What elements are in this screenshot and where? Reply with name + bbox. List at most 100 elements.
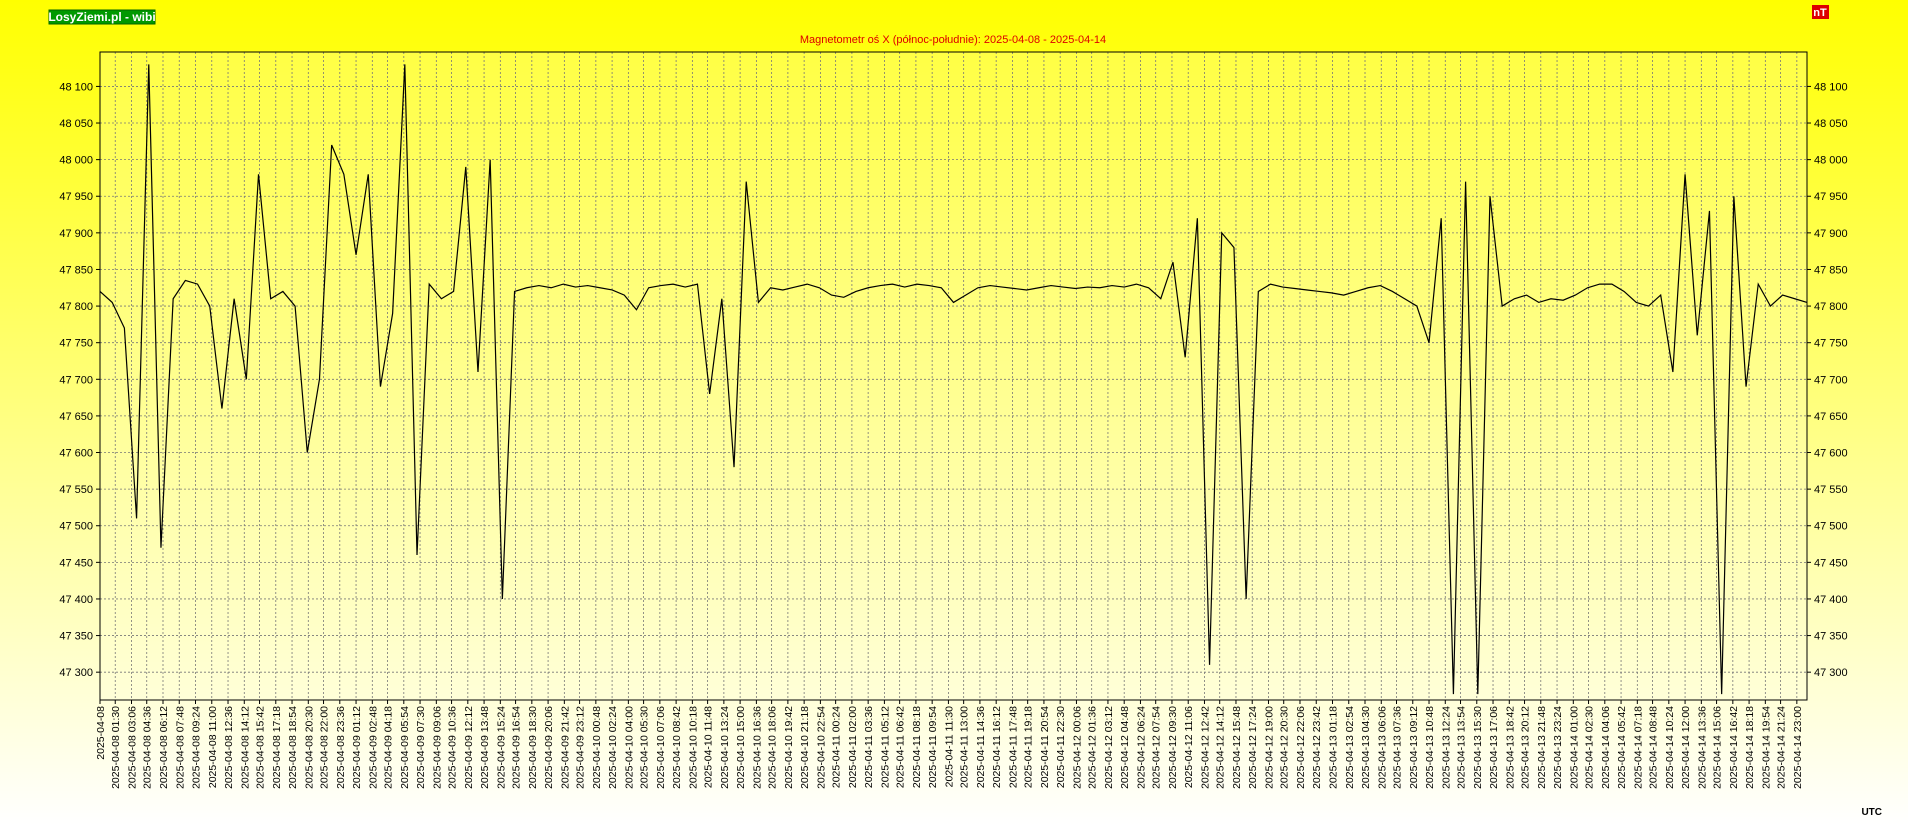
y2-tick-label: 47 550 — [1814, 484, 1848, 496]
x-tick-label: 2025-04-10 07:06 — [655, 706, 667, 789]
x-tick-label: 2025-04-12 22:06 — [1295, 706, 1307, 789]
x-tick-label: 2025-04-14 18:18 — [1744, 706, 1756, 789]
x-tick-label: 2025-04-11 05:12 — [879, 706, 891, 788]
x-tick-label: 2025-04-10 21:18 — [799, 706, 811, 789]
y2-tick-label: 47 700 — [1814, 374, 1848, 386]
x-tick-label: 2025-04-10 15:00 — [735, 706, 747, 789]
y-tick-label: 47 550 — [59, 484, 93, 496]
x-tick-label: 2025-04-10 05:30 — [639, 706, 651, 789]
x-tick-label: 2025-04-13 01:18 — [1327, 706, 1339, 789]
x-tick-label: 2025-04-10 11:48 — [703, 706, 715, 788]
y2-tick-label: 47 950 — [1814, 191, 1848, 203]
chart-title: Magnetometr oś X (północ-południe): 2025… — [800, 34, 1106, 46]
y2-tick-label: 48 100 — [1814, 81, 1848, 93]
x-tick-label: 2025-04-09 12:12 — [463, 706, 475, 789]
x-tick-label: 2025-04-14 07:18 — [1632, 706, 1644, 789]
x-tick-label: 2025-04-09 16:54 — [511, 706, 523, 789]
x-tick-label: 2025-04-08 03:06 — [126, 706, 138, 789]
x-tick-label: 2025-04-10 19:42 — [783, 706, 795, 789]
x-tick-label: 2025-04-11 03:36 — [863, 706, 875, 788]
x-tick-label: 2025-04-10 04:00 — [623, 706, 635, 789]
x-tick-label: 2025-04-09 05:54 — [399, 706, 411, 789]
y-tick-label: 47 850 — [59, 264, 93, 276]
data-line — [99, 64, 1808, 695]
time-zone: UTC — [1861, 807, 1882, 818]
y-tick-label: 47 350 — [59, 631, 93, 643]
x-tick-label: 2025-04-09 13:48 — [479, 706, 491, 789]
x-tick-label: 2025-04-08 11:00 — [207, 706, 219, 788]
y-tick-label: 48 100 — [59, 81, 93, 93]
y-tick-label: 47 900 — [59, 228, 93, 240]
x-tick-label: 2025-04-08 20:30 — [303, 706, 315, 789]
y2-tick-label: 47 450 — [1814, 557, 1848, 569]
x-tick-label: 2025-04-13 23:24 — [1552, 706, 1564, 789]
x-tick-label: 2025-04-08 12:36 — [223, 706, 235, 789]
y2-tick-label: 47 650 — [1814, 411, 1848, 423]
x-tick-label: 2025-04-11 17:48 — [1007, 706, 1019, 788]
plot-frame — [99, 51, 1808, 701]
x-tick-label: 2025-04-11 13:00 — [959, 706, 971, 788]
x-tick-label: 2025-04-13 17:06 — [1488, 706, 1500, 789]
x-tick-label: 2025-04-08 — [95, 706, 107, 760]
x-tick-label: 2025-04-13 06:06 — [1376, 706, 1388, 789]
y-tick-label: 47 950 — [59, 191, 93, 203]
x-tick-label: 2025-04-13 02:54 — [1344, 706, 1356, 789]
y-tick-label: 47 400 — [59, 594, 93, 606]
y2-tick-label: 47 400 — [1814, 594, 1848, 606]
x-tick-label: 2025-04-11 14:36 — [975, 706, 987, 788]
x-tick-label: 2025-04-13 07:36 — [1392, 706, 1404, 789]
x-tick-label: 2025-04-14 19:54 — [1760, 706, 1772, 789]
x-tick-label: 2025-04-10 00:48 — [591, 706, 603, 789]
x-tick-label: 2025-04-08 23:36 — [335, 706, 347, 789]
x-tick-label: 2025-04-14 16:42 — [1728, 706, 1740, 789]
y-tick-label: 48 000 — [59, 155, 93, 167]
x-tick-label: 2025-04-08 22:00 — [319, 706, 331, 789]
x-tick-label: 2025-04-09 18:30 — [527, 706, 539, 789]
x-tick-label: 2025-04-09 04:18 — [383, 706, 395, 789]
y-tick-label: 47 300 — [59, 667, 93, 679]
y-tick-label: 47 600 — [59, 448, 93, 460]
x-tick-label: 2025-04-11 02:00 — [847, 706, 859, 788]
x-tick-label: 2025-04-11 11:30 — [943, 706, 955, 788]
x-tick-label: 2025-04-12 23:42 — [1311, 706, 1323, 789]
x-tick-label: 2025-04-09 21:42 — [559, 706, 571, 789]
x-tick-label: 2025-04-12 17:24 — [1247, 706, 1259, 789]
x-tick-label: 2025-04-09 23:12 — [575, 706, 587, 789]
x-tick-label: 2025-04-08 14:12 — [239, 706, 251, 789]
y-tick-label: 47 650 — [59, 411, 93, 423]
x-tick-label: 2025-04-12 06:24 — [1135, 706, 1147, 789]
x-tick-label: 2025-04-09 20:06 — [543, 706, 555, 789]
x-tick-label: 2025-04-08 07:48 — [174, 706, 186, 789]
x-tick-label: 2025-04-10 16:36 — [751, 706, 763, 789]
x-tick-label: 2025-04-11 06:42 — [895, 706, 907, 788]
x-tick-label: 2025-04-08 18:54 — [287, 706, 299, 789]
x-tick-label: 2025-04-14 08:48 — [1648, 706, 1660, 789]
x-tick-label: 2025-04-14 21:24 — [1776, 706, 1788, 789]
x-tick-label: 2025-04-11 20:54 — [1039, 706, 1051, 788]
x-tick-label: 2025-04-12 14:12 — [1215, 706, 1227, 789]
x-tick-label: 2025-04-12 03:12 — [1103, 706, 1115, 789]
x-tick-label: 2025-04-10 10:18 — [687, 706, 699, 789]
x-tick-label: 2025-04-14 04:06 — [1600, 706, 1612, 789]
x-tick-label: 2025-04-14 10:24 — [1664, 706, 1676, 789]
x-tick-label: 2025-04-14 02:30 — [1584, 706, 1596, 789]
site-badge — [48, 9, 156, 25]
x-tick-label: 2025-04-12 11:06 — [1183, 706, 1195, 788]
x-tick-label: 2025-04-12 07:54 — [1151, 706, 1163, 789]
y2-tick-label: 47 850 — [1814, 264, 1848, 276]
x-tick-label: 2025-04-09 01:12 — [351, 706, 363, 789]
x-tick-label: 2025-04-08 01:30 — [110, 706, 122, 789]
x-tick-label: 2025-04-08 06:12 — [158, 706, 170, 789]
x-tick-label: 2025-04-12 12:42 — [1199, 706, 1211, 789]
x-tick-label: 2025-04-08 17:18 — [271, 706, 283, 789]
x-tick-label: 2025-04-11 00:24 — [831, 706, 843, 788]
unit-label: nT — [1813, 7, 1827, 19]
y2-tick-label: 47 750 — [1814, 338, 1848, 350]
x-tick-label: 2025-04-13 20:12 — [1520, 706, 1532, 789]
x-tick-label: 2025-04-12 09:30 — [1167, 706, 1179, 789]
y2-tick-label: 48 050 — [1814, 118, 1848, 130]
x-tick-label: 2025-04-12 01:36 — [1087, 706, 1099, 789]
x-tick-label: 2025-04-13 21:48 — [1536, 706, 1548, 789]
y-tick-label: 47 500 — [59, 521, 93, 533]
x-tick-label: 2025-04-13 04:30 — [1360, 706, 1372, 789]
